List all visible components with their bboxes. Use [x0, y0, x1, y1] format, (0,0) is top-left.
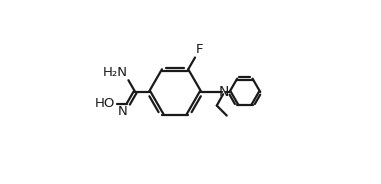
- Text: H₂N: H₂N: [102, 66, 128, 79]
- Text: N: N: [118, 105, 128, 118]
- Text: F: F: [196, 43, 203, 56]
- Text: N: N: [219, 85, 229, 99]
- Text: HO: HO: [95, 97, 115, 110]
